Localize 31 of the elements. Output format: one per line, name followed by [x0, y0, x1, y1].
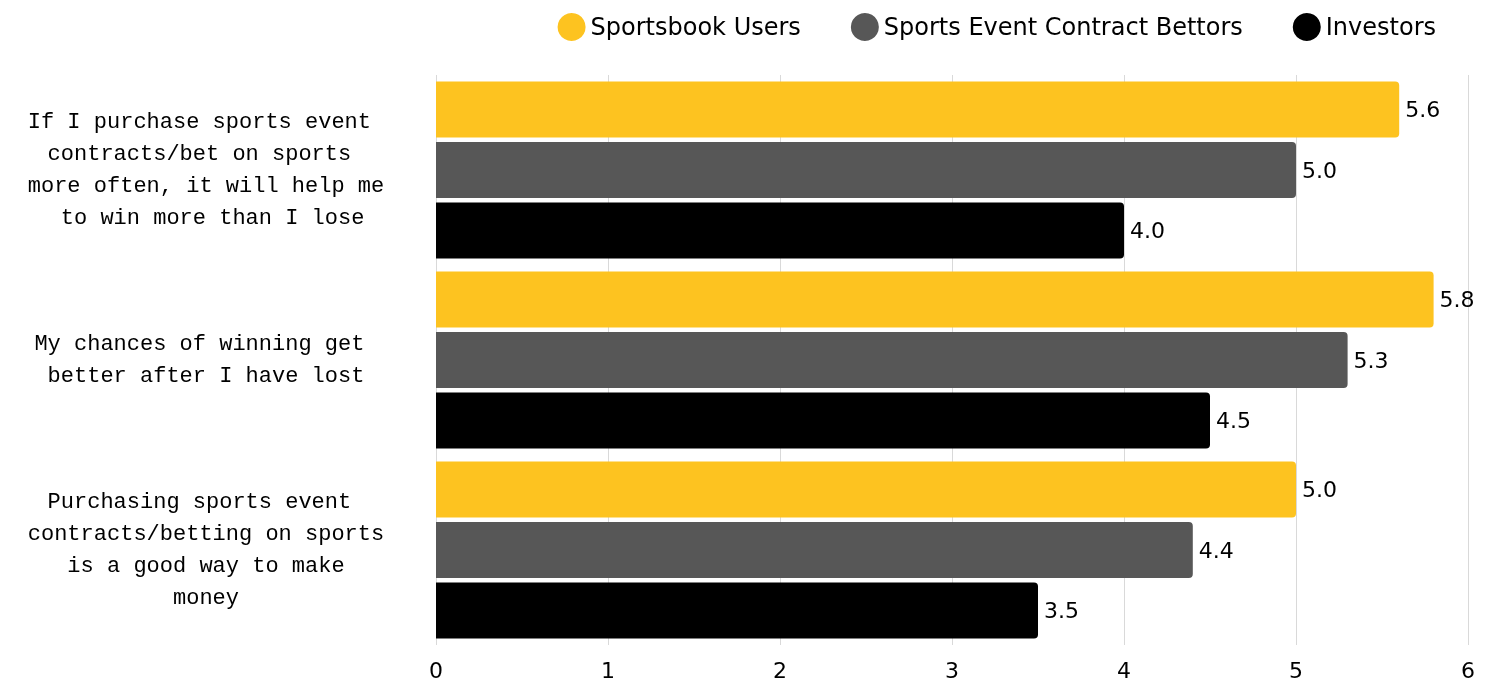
- x-tick-label: 2: [773, 657, 787, 682]
- data-label: 4.5: [1216, 407, 1251, 433]
- x-tick-label: 5: [1289, 657, 1303, 682]
- x-tick-label: 1: [601, 657, 615, 682]
- bar: [436, 202, 1124, 259]
- x-tick-label: 6: [1461, 657, 1475, 682]
- data-label: 5.0: [1302, 477, 1337, 503]
- data-label: 3.5: [1044, 597, 1079, 623]
- data-label: 5.8: [1439, 287, 1475, 313]
- bar: [436, 271, 1434, 328]
- bar: [436, 81, 1400, 138]
- bar: [436, 332, 1348, 388]
- data-label: 4.4: [1198, 537, 1234, 563]
- x-tick-label: 4: [1117, 657, 1131, 682]
- bar: [436, 522, 1193, 578]
- y-tick-label: My chances of winning get better after I have lost: [34, 331, 378, 389]
- bar: [436, 582, 1038, 639]
- bar: [436, 392, 1210, 449]
- legend-label: Sports Event Contract Bettors: [883, 13, 1243, 41]
- bar: [436, 461, 1296, 518]
- bar: [436, 142, 1296, 198]
- data-label: 5.3: [1353, 347, 1389, 373]
- x-tick-label: 0: [429, 657, 443, 682]
- legend-label: Investors: [1325, 13, 1437, 41]
- y-tick-label: If I purchase sports event contracts/bet on sports more often, it will help me to win more than I lose: [27, 109, 385, 231]
- data-label: 5.6: [1405, 97, 1441, 123]
- data-label: 5.0: [1302, 157, 1337, 183]
- y-tick-label: Purchasing sports event contracts/betting on sports is a good way to make money: [27, 489, 385, 611]
- data-label: 4.0: [1130, 217, 1165, 243]
- x-tick-label: 3: [945, 657, 959, 682]
- legend-label: Sportsbook Users: [590, 13, 801, 41]
